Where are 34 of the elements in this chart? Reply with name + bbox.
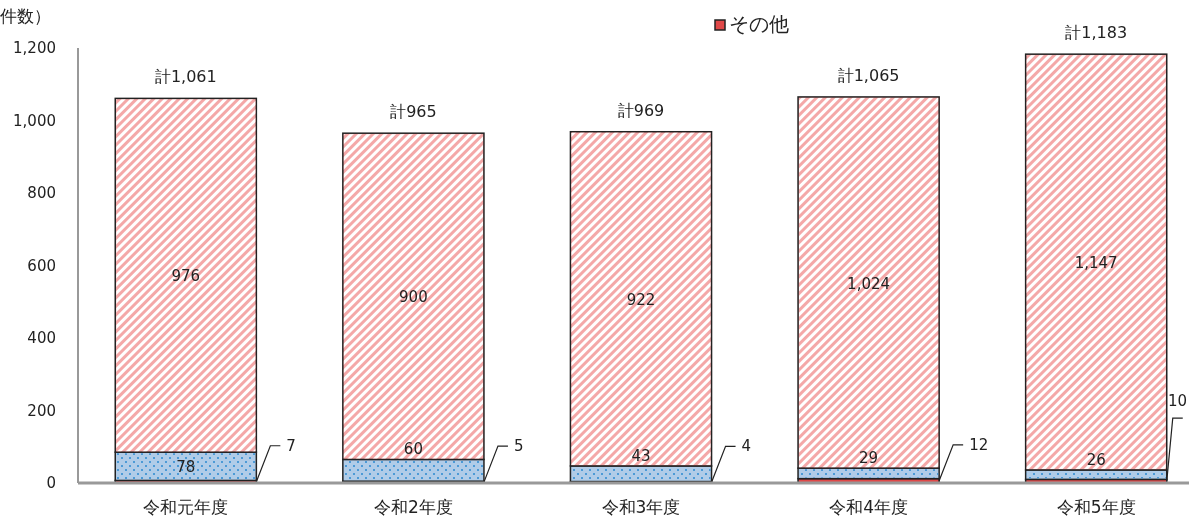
total-label: 計965 bbox=[390, 102, 437, 122]
data-label: 7 bbox=[286, 436, 296, 455]
data-label: 10 bbox=[1167, 392, 1187, 411]
y-tick-label: 600 bbox=[27, 256, 56, 275]
x-tick-label: 令和4年度 bbox=[829, 497, 909, 517]
y-tick-label: 200 bbox=[27, 401, 56, 420]
legend-label: その他 bbox=[729, 12, 789, 36]
x-tick-label: 令和3年度 bbox=[601, 497, 681, 517]
x-tick-label: 令和元年度 bbox=[143, 497, 229, 517]
data-label: 78 bbox=[176, 458, 196, 477]
data-label: 1,024 bbox=[847, 274, 891, 293]
data-label: 922 bbox=[626, 290, 656, 309]
data-label: 60 bbox=[403, 440, 423, 459]
data-label: 4 bbox=[741, 437, 752, 456]
total-label: 計1,061 bbox=[154, 67, 217, 87]
y-axis-title: 件数） bbox=[0, 6, 51, 26]
data-label: 1,147 bbox=[1074, 254, 1118, 273]
total-label: 計1,065 bbox=[837, 65, 900, 85]
y-tick-label: 400 bbox=[27, 329, 56, 347]
total-label: 計1,183 bbox=[1065, 23, 1128, 43]
total-label: 計969 bbox=[617, 100, 665, 120]
y-tick-label: 1,000 bbox=[13, 111, 56, 130]
x-tick-label: 令和5年度 bbox=[1056, 497, 1136, 517]
data-label: 26 bbox=[1086, 450, 1106, 469]
y-tick-label: 800 bbox=[27, 184, 56, 202]
data-label: 29 bbox=[859, 449, 879, 468]
data-label: 900 bbox=[399, 288, 428, 307]
y-tick-label: 0 bbox=[46, 474, 56, 492]
data-label: 976 bbox=[171, 267, 201, 286]
x-tick-label: 令和2年度 bbox=[373, 497, 453, 517]
y-tick-label: 1,200 bbox=[13, 39, 56, 57]
data-label: 12 bbox=[969, 435, 989, 454]
data-label: 43 bbox=[631, 446, 651, 465]
data-label: 5 bbox=[513, 437, 524, 456]
